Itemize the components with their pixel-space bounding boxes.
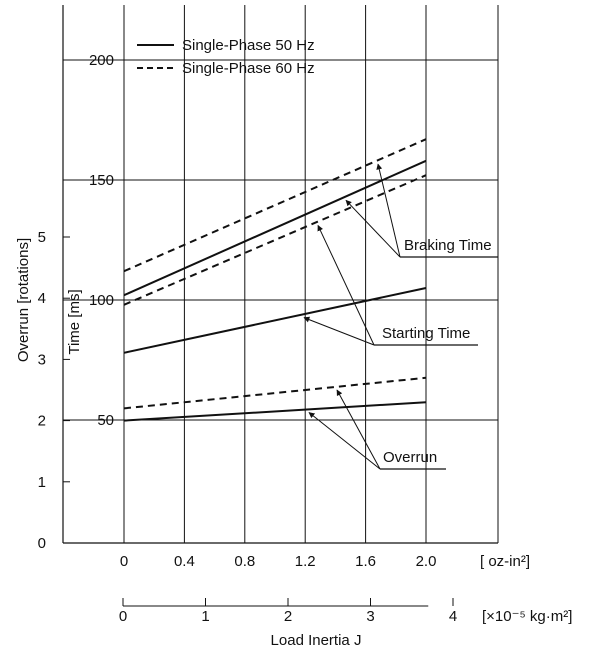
- annotation-arrow: [308, 412, 381, 470]
- x-primary-tick-label: 1.2: [295, 553, 316, 570]
- overrun-tick-label: 5: [38, 229, 46, 246]
- x-secondary-unit-label: [×10⁻⁵ kg·m²]: [482, 608, 572, 625]
- x-secondary-tick-label: 2: [284, 608, 292, 625]
- legend-label: Single-Phase 50 Hz: [182, 37, 315, 54]
- x-primary-tick-label: 1.6: [355, 553, 376, 570]
- annotation-arrow: [336, 389, 381, 470]
- annotation-arrow: [303, 316, 375, 346]
- annotation-label: Overrun: [383, 449, 437, 466]
- x-secondary-tick-label: 4: [449, 608, 457, 625]
- series-line-overrun-solid: [123, 401, 427, 422]
- overrun-tick-label: 0: [38, 535, 46, 552]
- overrun-tick-label: 1: [38, 474, 46, 491]
- x-primary-tick-label: 2.0: [416, 553, 437, 570]
- time-tick-label: 200: [89, 52, 114, 69]
- series: [123, 138, 427, 422]
- annotation-arrow: [376, 163, 401, 258]
- annotation-arrow: [317, 224, 375, 346]
- series-line-overrun-dashed: [123, 376, 427, 410]
- x-primary-tick-label: 0.8: [234, 553, 255, 570]
- time-tick-label: 50: [97, 412, 114, 429]
- legend-label: Single-Phase 60 Hz: [182, 60, 315, 77]
- series-line-braking-time-solid: [123, 159, 427, 297]
- annotation-arrow: [345, 199, 401, 258]
- legend: Single-Phase 50 Hz Single-Phase 60 Hz: [137, 37, 315, 77]
- y-axis-time-label: Time [ms]: [66, 289, 83, 354]
- grid: [63, 5, 499, 543]
- overrun-tick-label: 3: [38, 351, 46, 368]
- series-line-braking-time-dashed: [123, 138, 427, 273]
- time-tick-label: 100: [89, 292, 114, 309]
- x-secondary-tick-label: 1: [201, 608, 209, 625]
- annotation-label: Braking Time: [404, 237, 492, 254]
- series-line-starting-time-solid: [123, 287, 427, 354]
- overrun-tick-label: 4: [38, 290, 46, 307]
- y-axis-overrun-label: Overrun [rotations]: [15, 238, 32, 362]
- x-primary-tick-label: 0: [120, 553, 128, 570]
- time-tick-label: 150: [89, 172, 114, 189]
- annotations: Braking Time Starting Time Overrun: [303, 163, 498, 470]
- overrun-tick-label: 2: [38, 413, 46, 430]
- series-line-starting-time-dashed: [123, 174, 427, 306]
- x-axis-label: Load Inertia J: [271, 632, 362, 649]
- x-secondary-tick-label: 3: [366, 608, 374, 625]
- x-primary-unit-label: [ oz-in²]: [480, 553, 530, 570]
- x-primary-tick-label: 0.4: [174, 553, 195, 570]
- x-secondary-tick-label: 0: [119, 608, 127, 625]
- annotation-label: Starting Time: [382, 325, 470, 342]
